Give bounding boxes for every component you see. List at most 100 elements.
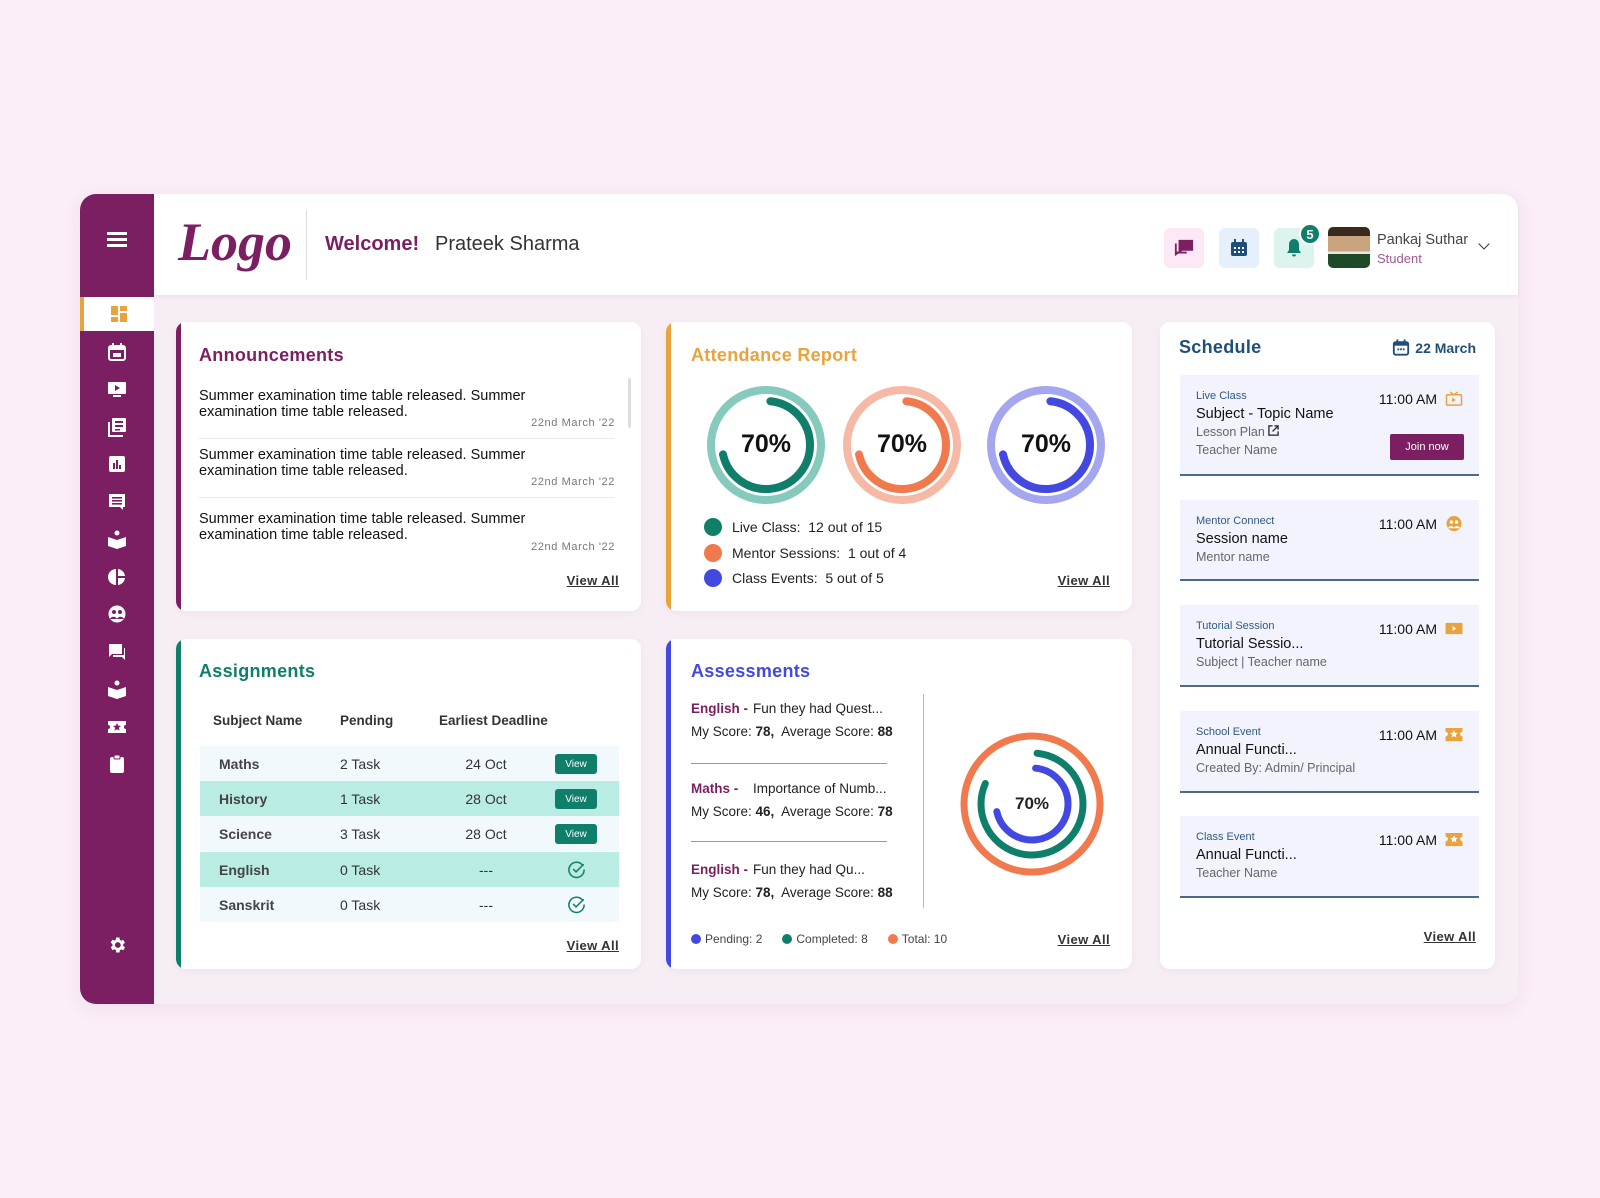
table-row: History 1 Task 28 Oct View xyxy=(200,781,619,817)
sidebar-item-chart[interactable] xyxy=(80,447,154,481)
pending-cell: 0 Task xyxy=(340,896,381,913)
sidebar-item-learner[interactable] xyxy=(80,672,154,706)
schedule-date-label: 22 March xyxy=(1415,339,1476,356)
learner-icon xyxy=(108,680,126,699)
schedule-item-title: Subject - Topic Name xyxy=(1196,406,1334,422)
announcements-scrollbar[interactable] xyxy=(628,378,631,428)
pending-cell: 3 Task xyxy=(340,826,381,843)
messages-button[interactable] xyxy=(1164,228,1204,268)
subject-cell: Sanskrit xyxy=(219,896,275,913)
my-score-label: My Score: xyxy=(691,885,752,900)
schedule-time: 11:00 AM xyxy=(1378,516,1437,532)
legend-live-class: Live Class: 12 out of 15 xyxy=(704,518,882,536)
sidebar-item-pie-chart[interactable] xyxy=(80,560,154,594)
my-score-value: 78, xyxy=(755,885,775,900)
legend-dot xyxy=(704,569,722,587)
schedule-view-all-link[interactable]: View All xyxy=(1423,929,1476,944)
assessments-view-all-link[interactable]: View All xyxy=(1057,932,1110,947)
view-button[interactable]: View xyxy=(555,789,597,810)
ring-total xyxy=(960,732,1104,876)
hamburger-menu-icon[interactable] xyxy=(107,232,127,247)
sidebar-item-mentor[interactable] xyxy=(80,597,154,631)
assessment-item[interactable]: English - Fun they had Quest... My Score: … xyxy=(691,701,893,739)
chart-icon xyxy=(109,456,125,472)
schedule-item[interactable]: Class Event Annual Functi... 11:00 AM Teach… xyxy=(1180,816,1479,898)
avg-score-label: Average Score: xyxy=(781,724,874,739)
announcement-text[interactable]: Summer examination time table released. … xyxy=(199,447,526,479)
schedule-date[interactable]: 22 March xyxy=(1392,338,1476,357)
deadline-cell: 28 Oct xyxy=(465,791,507,808)
external-link-icon[interactable] xyxy=(1268,425,1280,436)
deadline-cell: 28 Oct xyxy=(465,826,507,843)
view-button[interactable]: View xyxy=(555,824,597,845)
sidebar-item-library[interactable] xyxy=(80,410,154,444)
schedule-item[interactable]: School Event Annual Functi... 11:00 AM Crea… xyxy=(1180,711,1479,793)
schedule-time: 11:00 AM xyxy=(1378,621,1437,637)
announcement-text[interactable]: Summer examination time table released. … xyxy=(199,511,526,543)
assessment-progress-ring xyxy=(960,732,1104,876)
calendar-icon xyxy=(1393,339,1410,356)
divider xyxy=(199,497,614,498)
assignments-view-all-link[interactable]: View All xyxy=(566,938,619,953)
announcement-text[interactable]: Summer examination time table released. … xyxy=(199,388,526,420)
attendance-view-all-link[interactable]: View All xyxy=(1057,573,1110,588)
announcement-date: 22nd March '22 xyxy=(531,417,615,429)
schedule-detail[interactable]: Lesson Plan xyxy=(1196,425,1280,439)
announcements-view-all-link[interactable]: View All xyxy=(566,573,619,588)
ring-track xyxy=(707,386,825,504)
assessment-item[interactable]: Maths - Importance of Numb... My Score: 46… xyxy=(691,781,893,819)
ring-progress xyxy=(719,397,814,493)
schedule-card: Schedule 22 March Live Class Subject - To… xyxy=(1160,322,1495,969)
avg-score-value: 88 xyxy=(877,724,893,739)
legend-label: Live Class: xyxy=(732,519,801,535)
announcement-date: 22nd March '22 xyxy=(531,476,615,488)
assessment-subject: English - xyxy=(691,701,748,716)
legend-value: 12 out of 15 xyxy=(808,519,883,535)
legend-label: Pending: 2 xyxy=(705,932,763,946)
schedule-detail: Created By: Admin/ Principal xyxy=(1196,761,1356,775)
table-row: Science 3 Task 28 Oct View xyxy=(200,816,619,852)
video-icon xyxy=(1445,622,1463,635)
schedule-category: Class Event xyxy=(1196,831,1255,843)
assignments-title: Assignments xyxy=(199,661,316,681)
calendar-button[interactable] xyxy=(1219,228,1259,268)
announcements-title: Announcements xyxy=(199,345,344,365)
sidebar-item-dashboard[interactable] xyxy=(80,297,154,331)
sidebar-item-chat[interactable] xyxy=(80,635,154,669)
assessment-item[interactable]: English - Fun they had Qu... My Score: 78,… xyxy=(691,862,893,900)
settings-gear-icon[interactable] xyxy=(80,928,154,962)
legend-label: Mentor Sessions: xyxy=(732,545,841,561)
attendance-ring: 70% xyxy=(840,383,964,507)
clipboard-icon xyxy=(110,754,124,773)
sidebar-item-calendar[interactable] xyxy=(80,335,154,369)
avatar[interactable] xyxy=(1328,227,1370,268)
schedule-item[interactable]: Tutorial Session Tutorial Sessio... 11:00 … xyxy=(1180,605,1479,687)
legend-item: Pending: 2 xyxy=(691,932,762,946)
legend-dot xyxy=(704,518,722,536)
schedule-item[interactable]: Live Class Subject - Topic Name 11:00 AM Le… xyxy=(1180,375,1479,476)
sidebar-item-reader[interactable] xyxy=(80,522,154,556)
attendance-ring: 70% xyxy=(984,383,1108,507)
table-row: English 0 Task --- xyxy=(200,851,619,887)
view-button[interactable]: View xyxy=(555,754,597,774)
sidebar-item-message[interactable] xyxy=(80,485,154,519)
sidebar-item-clipboard[interactable] xyxy=(80,747,154,781)
legend-dot xyxy=(887,934,898,944)
legend-dot xyxy=(782,934,793,944)
profile-name[interactable]: Pankaj Suthar xyxy=(1377,232,1469,248)
schedule-detail: Subject | Teacher name xyxy=(1196,655,1327,669)
attendance-title: Attendance Report xyxy=(691,345,858,365)
column-header-pending: Pending xyxy=(340,713,394,728)
assessment-topic: Fun they had Qu... xyxy=(753,862,865,877)
sidebar-item-event-ticket[interactable] xyxy=(80,710,154,744)
legend-class-events: Class Events: 5 out of 5 xyxy=(704,569,884,587)
calendar-icon xyxy=(108,342,126,361)
ring-label: 70% xyxy=(1020,430,1072,458)
schedule-category: Live Class xyxy=(1196,390,1247,402)
join-now-button[interactable]: Join now xyxy=(1390,434,1464,460)
sidebar-item-video[interactable] xyxy=(80,372,154,406)
avg-score-label: Average Score: xyxy=(781,804,874,819)
schedule-item[interactable]: Mentor Connect Session name 11:00 AM Mentor… xyxy=(1180,500,1479,581)
assessments-legend: Pending: 2 Completed: 8 Total: 10 xyxy=(691,932,947,946)
dashboard-icon xyxy=(111,306,127,322)
